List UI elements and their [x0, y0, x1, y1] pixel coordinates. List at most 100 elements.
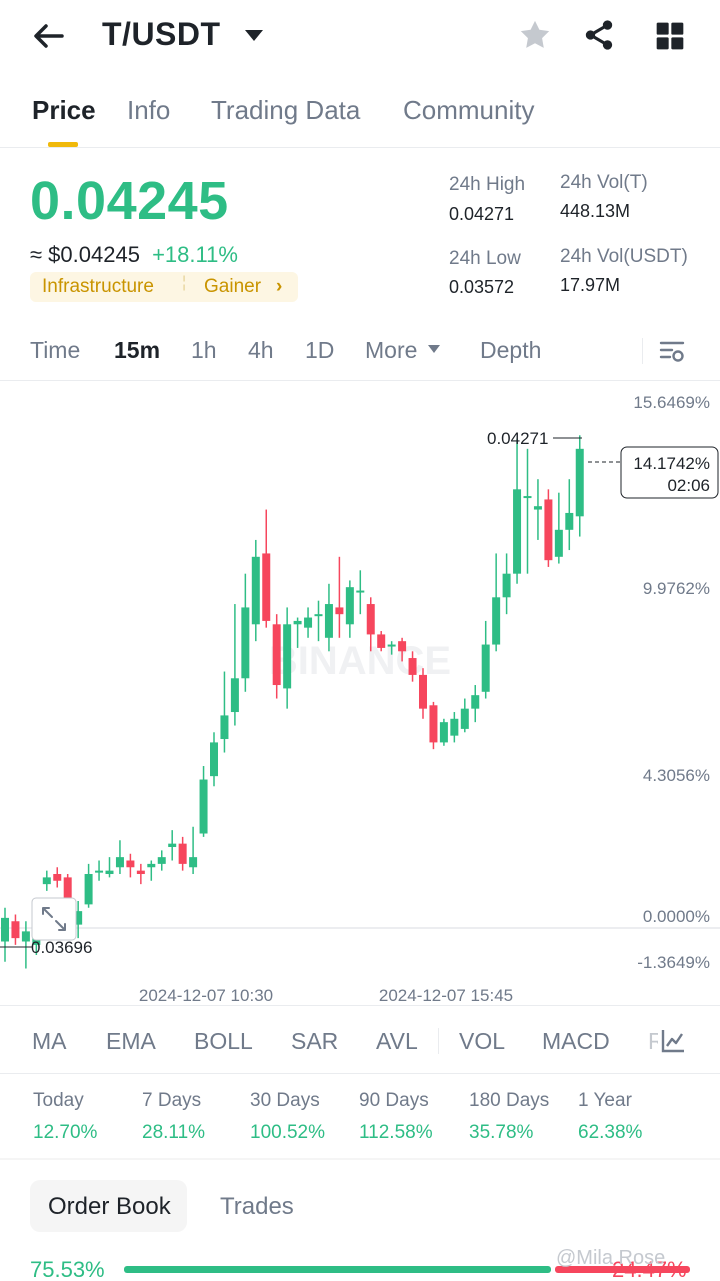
interval-time[interactable]: Time [30, 337, 81, 363]
candle-body [53, 874, 62, 881]
y-label: 0.0000% [643, 907, 710, 926]
candle-body [314, 614, 323, 617]
indicator-ma[interactable]: MA [32, 1028, 67, 1054]
period-label: 7 Days [142, 1090, 202, 1111]
candle-body [42, 877, 51, 885]
period-value: 12.70% [33, 1122, 98, 1143]
period-label: 1 Year [578, 1090, 632, 1111]
candle-body [575, 448, 584, 517]
candle-body [178, 843, 187, 864]
high-marker-label: 0.04271 [487, 429, 548, 448]
vol-t-value: 448.13M [560, 201, 631, 221]
pair-title[interactable]: T/USDT [102, 16, 221, 52]
indicator-chart-icon[interactable] [660, 1028, 686, 1054]
candle-body [398, 641, 407, 652]
candle-body [272, 624, 281, 686]
usd-price-line: ≈ $0.04245 +18.11% [30, 242, 238, 268]
interval-more[interactable]: More [365, 337, 418, 363]
vol-usdt-value: 17.97M [560, 275, 621, 295]
share-icon[interactable] [582, 18, 616, 52]
current-price-pct: 14.1742% [633, 454, 710, 473]
tag-separator: ¦ [182, 274, 187, 291]
tag-infrastructure[interactable]: Infrastructure [42, 276, 154, 297]
candle-body [429, 705, 438, 743]
interval-1d[interactable]: 1D [305, 337, 335, 363]
interval-4h[interactable]: 4h [248, 337, 274, 363]
candle-body [492, 597, 501, 645]
back-button[interactable] [30, 18, 70, 54]
usd-price: ≈ $0.04245 [30, 242, 140, 267]
price-chart[interactable]: BINANCE 0.04271 0.03696 14.1742% 02:06 1… [0, 380, 720, 1005]
candles-group [1, 435, 584, 969]
y-label: 9.9762% [643, 579, 710, 598]
indicator-vol[interactable]: VOL [459, 1028, 506, 1054]
indicator-ema[interactable]: EMA [106, 1028, 156, 1054]
interval-depth[interactable]: Depth [480, 337, 542, 363]
candle-body [136, 870, 145, 875]
candle-body [471, 695, 480, 709]
indicator-avl[interactable]: AVL [376, 1028, 418, 1054]
caret-down-icon[interactable] [244, 28, 264, 42]
candle-body [408, 658, 417, 675]
y-label: 4.3056% [643, 766, 710, 785]
candle-body [377, 634, 386, 648]
candle-body [168, 843, 177, 848]
candle-body [356, 590, 365, 593]
chart-settings-icon[interactable] [658, 337, 686, 365]
period-label: 30 Days [250, 1090, 320, 1111]
tab-trading-data[interactable]: Trading Data [211, 95, 361, 125]
y-label: 15.6469% [633, 393, 710, 412]
tab-order-book-label[interactable]: Order Book [48, 1193, 171, 1220]
indicator-divider [438, 1028, 439, 1054]
interval-divider [642, 338, 643, 364]
indicator-sar[interactable]: SAR [291, 1028, 339, 1054]
candle-body [324, 604, 333, 638]
expand-icon[interactable] [31, 897, 77, 941]
indicator-macd[interactable]: MACD [542, 1028, 610, 1054]
buy-percent: 75.53% [30, 1257, 105, 1281]
countdown: 02:06 [667, 476, 710, 495]
sell-percent: 24.47% [612, 1257, 687, 1281]
candle-body [450, 718, 459, 736]
grid-icon[interactable] [654, 20, 686, 52]
sell-ratio-bar [555, 1266, 690, 1273]
divider [0, 1005, 720, 1006]
candle-body [345, 587, 354, 625]
candle-body [513, 489, 522, 574]
candle-body [439, 722, 448, 743]
active-tab-indicator [48, 142, 78, 147]
low-marker-label: 0.03696 [31, 938, 92, 957]
candle-body [544, 499, 553, 561]
candle-body [74, 911, 83, 925]
last-price: 0.04245 [30, 171, 229, 231]
star-icon[interactable] [518, 18, 552, 52]
candle-body [481, 644, 490, 692]
candle-body [523, 496, 532, 499]
tab-info[interactable]: Info [127, 95, 171, 125]
candle-body [366, 604, 375, 635]
candle-body [157, 857, 166, 864]
candle-body [115, 857, 124, 868]
indicator-boll[interactable]: BOLL [194, 1028, 253, 1054]
period-label: Today [33, 1090, 84, 1111]
price-change: +18.11% [152, 242, 238, 267]
tag-chips[interactable]: Infrastructure ¦ Gainer › [30, 272, 298, 302]
tab-community[interactable]: Community [403, 95, 535, 125]
vol-usdt-label: 24h Vol(USDT) [560, 246, 688, 267]
candle-body [84, 874, 93, 905]
x-label: 2024-12-07 10:30 [139, 986, 273, 1005]
more-caret-down-icon [428, 345, 440, 353]
interval-1h[interactable]: 1h [191, 337, 217, 363]
vol-t-label: 24h Vol(T) [560, 172, 648, 193]
current-price-box [620, 446, 719, 499]
high-value: 0.04271 [449, 204, 515, 224]
tag-gainer[interactable]: Gainer [204, 276, 262, 297]
indicator-overflow[interactable]: R [648, 1028, 658, 1054]
tab-price[interactable]: Price [32, 95, 96, 125]
tab-trades[interactable]: Trades [220, 1193, 294, 1220]
candle-body [304, 617, 313, 628]
interval-15m[interactable]: 15m [114, 337, 161, 363]
candle-body [105, 870, 114, 875]
tab-order-book[interactable] [30, 1180, 187, 1232]
candle-body [21, 931, 30, 942]
